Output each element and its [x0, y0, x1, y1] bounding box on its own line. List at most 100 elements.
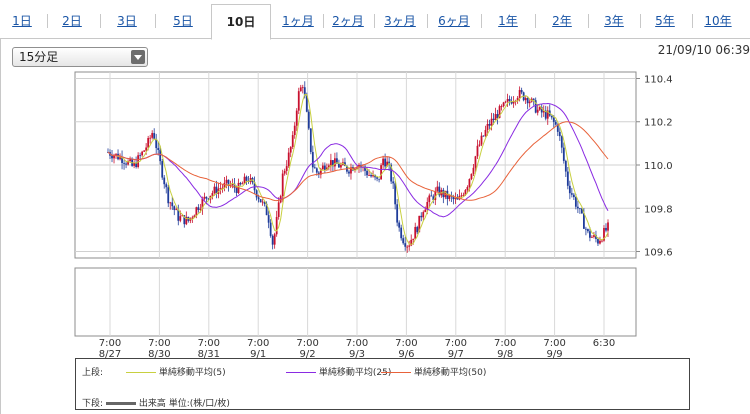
time-tick-label: 7:00 [247, 338, 269, 349]
candle-body [163, 177, 166, 185]
candle-body [382, 158, 385, 166]
candle-body [155, 138, 158, 149]
candle-body [448, 195, 451, 200]
candle-body [177, 209, 180, 221]
candle-body [287, 152, 290, 167]
legend-volume: 出来高 単位:(株/口/枚) [106, 396, 230, 409]
candle-body [233, 183, 236, 188]
candle-body [486, 123, 489, 130]
candle-body [583, 213, 585, 229]
tab-0[interactable]: 1日 [12, 14, 32, 28]
candle-body [364, 166, 366, 171]
candle-body [253, 182, 256, 191]
candle-body [386, 161, 389, 167]
candle-body [526, 98, 529, 104]
candle-body [269, 222, 272, 236]
tab-6[interactable]: 2ヶ月 [332, 14, 364, 28]
tab-9[interactable]: 1年 [498, 14, 518, 28]
tab-separator [374, 14, 375, 28]
candle-body [416, 226, 419, 233]
legend-volume-swatch [106, 402, 136, 405]
legend-lower-label: 下段: [82, 399, 104, 409]
candle-body [123, 162, 125, 164]
candle-body [580, 208, 583, 214]
candle-body [147, 138, 150, 148]
candle-body [524, 98, 527, 101]
candle-body [229, 184, 232, 186]
candle-body [183, 215, 186, 225]
candle-body [605, 227, 607, 231]
tab-10[interactable]: 2年 [552, 14, 572, 28]
candle-body [603, 227, 605, 241]
tab-1[interactable]: 2日 [62, 14, 82, 28]
candle-body [348, 171, 350, 174]
candle-body [510, 101, 513, 104]
candle-body [504, 101, 507, 103]
date-tick-label: 9/2 [300, 349, 316, 360]
chevron-down-icon[interactable] [131, 50, 145, 64]
candle-body [275, 216, 278, 235]
candle-body [267, 215, 270, 223]
candle-body [452, 196, 455, 200]
candle-body [595, 235, 597, 239]
candle-body [145, 147, 148, 151]
candle-body [462, 195, 465, 196]
candle-body [568, 185, 571, 194]
tab-3[interactable]: 5日 [173, 14, 193, 28]
candle-body [390, 164, 393, 182]
candle-body [422, 212, 425, 218]
tab-7[interactable]: 3ヶ月 [384, 14, 416, 28]
candle-body [211, 193, 214, 196]
interval-select[interactable]: 15分足 [12, 47, 148, 67]
candle-body [203, 196, 206, 199]
candle-body [297, 91, 300, 111]
candle-body [404, 243, 407, 247]
candle-body [173, 206, 176, 210]
candle-body [199, 208, 202, 210]
candle-body [231, 183, 234, 185]
candle-body [589, 231, 591, 238]
tab-separator [535, 14, 536, 28]
candle-body [315, 168, 318, 173]
candle-body [532, 98, 535, 101]
candle-body [319, 169, 322, 175]
candle-body [245, 176, 248, 181]
candle-body [159, 149, 162, 162]
candle-body [436, 186, 439, 192]
candle-body [540, 107, 543, 113]
tab-5[interactable]: 1ヶ月 [282, 14, 314, 28]
candle-body [293, 125, 296, 136]
candle-body [518, 90, 521, 99]
legend-ma5: 単純移動平均(5) [126, 365, 226, 378]
price-tick-label: 109.6 [644, 248, 673, 259]
tab-separator [691, 14, 693, 28]
tab-separator [99, 14, 101, 28]
candle-body [456, 197, 459, 200]
candle-body [133, 162, 136, 166]
candle-body [398, 222, 401, 228]
tab-11[interactable]: 3年 [604, 14, 624, 28]
candle-body [227, 179, 230, 186]
tab-separator [323, 14, 324, 28]
candle-body [271, 235, 274, 245]
price-tick-label: 109.8 [644, 204, 673, 215]
candle-body [265, 203, 268, 216]
tab-separator [481, 14, 482, 28]
candle-body [127, 161, 129, 165]
tab-4[interactable]: 10日 [211, 4, 271, 40]
candle-body [476, 145, 479, 157]
volume-panel-frame [74, 267, 637, 337]
date-tick-label: 9/1 [250, 349, 266, 360]
candle-body [500, 106, 503, 107]
candle-body [167, 187, 170, 204]
ma5-line [107, 93, 609, 245]
tab-13[interactable]: 10年 [704, 14, 732, 28]
candle-body [175, 209, 178, 211]
tab-12[interactable]: 5年 [655, 14, 675, 28]
tab-8[interactable]: 6ヶ月 [438, 14, 470, 28]
candle-body [480, 135, 483, 145]
candle-body [544, 110, 547, 119]
candle-body [426, 202, 429, 210]
tab-2[interactable]: 3日 [117, 14, 137, 28]
